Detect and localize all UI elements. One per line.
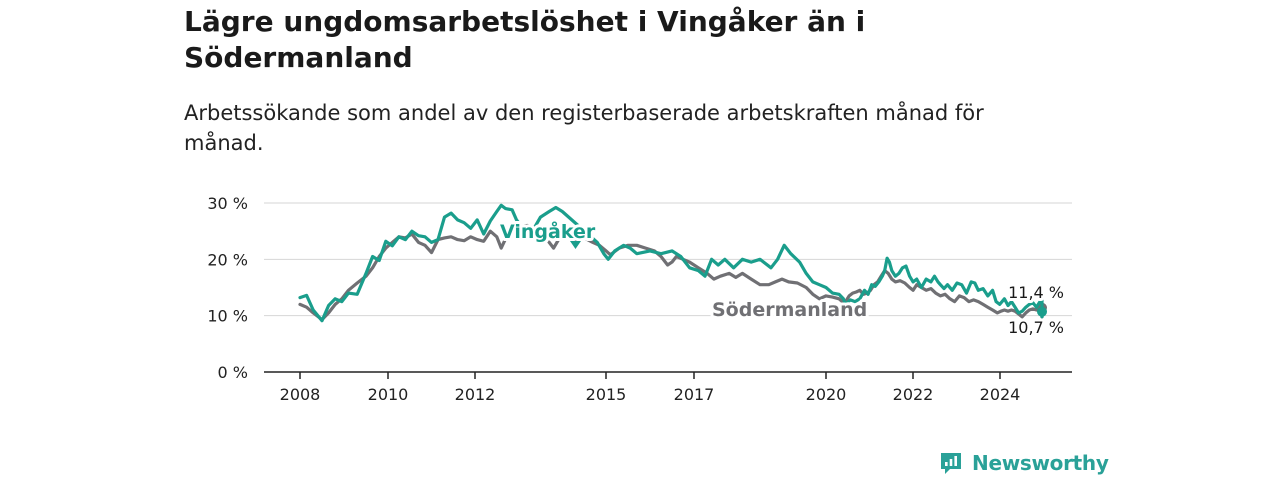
newsworthy-logo-text: Newsworthy [972, 451, 1109, 475]
x-tick-label: 2008 [280, 385, 321, 404]
series-label-sodermanland-halo: Södermanland [712, 299, 867, 321]
x-tick-label: 2012 [455, 385, 496, 404]
x-tick-label: 2022 [893, 385, 934, 404]
chart-title: Lägre ungdomsarbetslöshet i Vingåker än … [184, 5, 866, 74]
series-line-vingaker [298, 203, 1044, 323]
newsworthy-logo-icon [941, 453, 961, 474]
end-label-sodermanland-halo: 11,4 % [1008, 283, 1064, 302]
series-label-sodermanland: Södermanland [712, 299, 867, 321]
y-tick-label: 0 % [218, 363, 248, 382]
end-label-sodermanland: 11,4 % [1008, 283, 1064, 302]
end-label-vingaker: 10,7 % [1008, 318, 1064, 337]
y-tick-label: 20 % [207, 250, 248, 269]
newsworthy-logo: Newsworthy [938, 448, 1109, 478]
end-label-vingaker-halo: 10,7 % [1008, 318, 1064, 337]
series-label-vingaker: Vingåker [500, 219, 596, 243]
y-tick-label: 30 % [207, 194, 248, 213]
series-line-sodermanland [298, 223, 1044, 322]
chart-subtitle: Arbetssökande som andel av den registerb… [184, 101, 984, 155]
x-tick-label: 2020 [806, 385, 847, 404]
x-tick-label: 2024 [980, 385, 1021, 404]
y-tick-label: 10 % [207, 307, 248, 326]
x-tick-label: 2015 [586, 385, 627, 404]
x-tick-label: 2017 [674, 385, 715, 404]
series-end-point-vingaker [1037, 306, 1047, 317]
series-label-vingaker-halo: Vingåker [500, 219, 596, 243]
series-label-pointer-vingaker [570, 241, 581, 249]
x-tick-label: 2010 [368, 385, 409, 404]
